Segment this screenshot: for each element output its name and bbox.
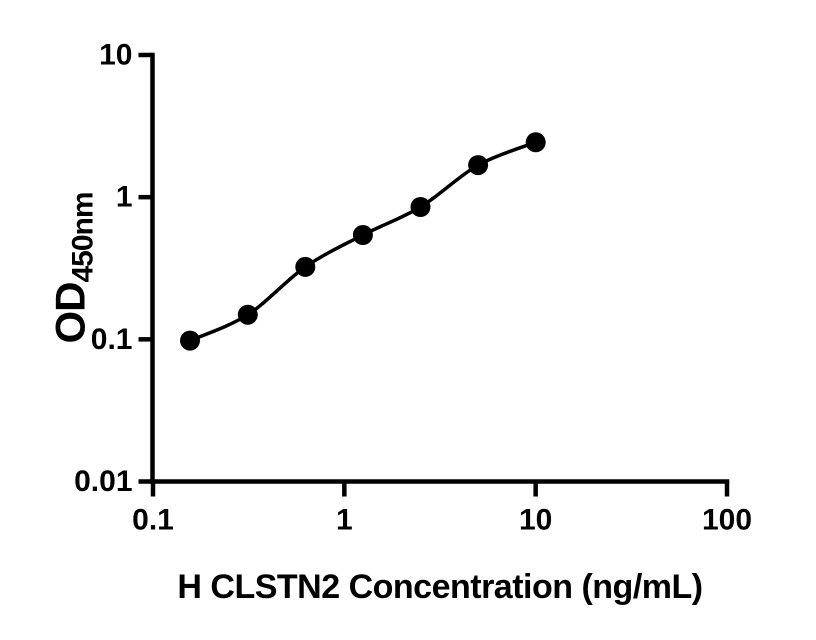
y-tick-label: 0.01 (74, 465, 132, 498)
data-point (410, 197, 431, 217)
data-point (525, 132, 546, 153)
x-tick-label: 0.1 (132, 504, 174, 537)
data-point (468, 155, 489, 176)
x-tick-label: 10 (519, 504, 552, 537)
x-tick-label: 1 (336, 504, 353, 537)
y-tick-label: 1 (116, 181, 133, 214)
x-tick-label: 100 (702, 504, 752, 537)
y-axis-label-subscript: 450nm (66, 192, 100, 283)
data-point (237, 304, 258, 325)
y-tick-label: 0.1 (91, 323, 133, 356)
y-tick-label: 10 (99, 39, 132, 72)
data-point (352, 225, 373, 245)
y-axis-label: OD450nm (46, 192, 100, 344)
x-axis-title: H CLSTN2 Concentration (ng/mL) (177, 568, 703, 606)
y-axis-label-main: OD (46, 282, 94, 344)
data-point (295, 256, 316, 277)
data-point (180, 330, 200, 351)
